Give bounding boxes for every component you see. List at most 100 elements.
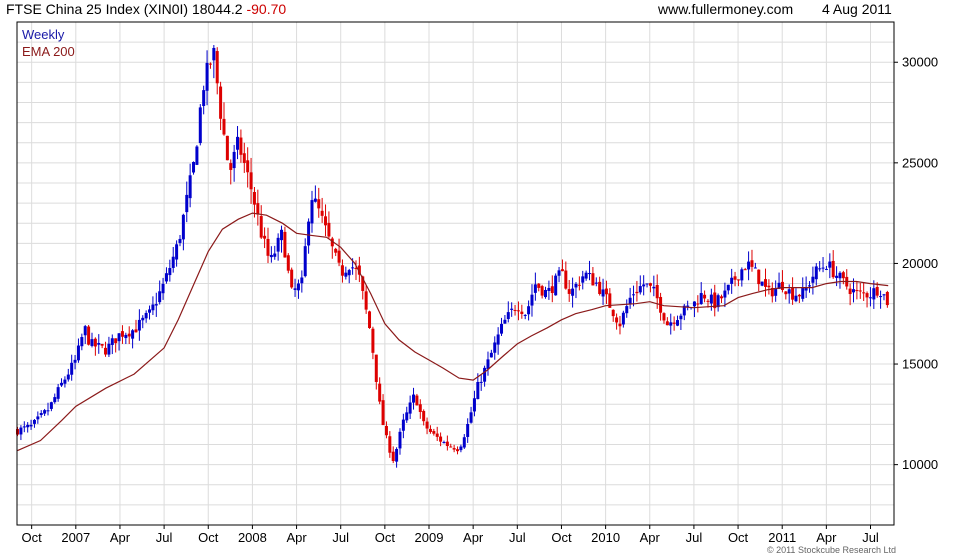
candle-body [564, 270, 568, 289]
candle-body [22, 426, 26, 428]
candle-body [838, 272, 842, 279]
candle-body [263, 235, 267, 239]
candle-body [574, 283, 578, 288]
candle-body [483, 367, 487, 382]
candle-body [398, 431, 402, 449]
candle-body [202, 90, 206, 106]
candle-body [699, 293, 703, 305]
candle-body [381, 400, 385, 426]
candle-body [882, 294, 886, 296]
candle-body [39, 413, 43, 416]
candle-body [642, 284, 646, 287]
candle-body [611, 309, 615, 317]
candle-body [259, 216, 263, 238]
candle-body [361, 276, 365, 291]
candle-body [676, 320, 680, 326]
candle-body [764, 279, 768, 287]
candle-body [293, 288, 297, 290]
candle-body [73, 359, 77, 363]
plot-frame [16, 21, 895, 526]
candle-body [750, 260, 754, 267]
candle-body [442, 442, 446, 444]
candle-body [205, 62, 209, 91]
candle-body [557, 270, 561, 276]
y-tick-label: 15000 [902, 357, 938, 372]
x-tick-label: Oct [198, 530, 219, 545]
x-tick-label: Apr [816, 530, 837, 545]
candle-body [154, 304, 158, 306]
candle-body [648, 283, 652, 286]
candle-body [144, 312, 148, 319]
ema-200-line [17, 212, 889, 452]
candle-body [632, 294, 636, 296]
candle-body [428, 428, 432, 432]
candle-body [212, 47, 216, 61]
candle-body [537, 283, 541, 288]
candle-body [581, 276, 585, 283]
candle-body [60, 382, 64, 386]
candle-body [655, 285, 659, 299]
candle-body [368, 311, 372, 329]
candle-body [53, 397, 57, 403]
candle-body [588, 273, 592, 275]
candle-body [703, 294, 707, 299]
x-tick-label: Jul [862, 530, 879, 545]
candle-body [351, 267, 355, 269]
candle-body [824, 268, 828, 270]
candle-body [236, 136, 240, 150]
candle-body [808, 285, 812, 287]
candle-body [225, 135, 229, 161]
candle-body [804, 287, 808, 291]
legend-weekly: Weekly [22, 27, 65, 42]
chart-title: FTSE China 25 Index (XIN0I) 18044.2 -90.… [6, 1, 286, 17]
candle-body [374, 354, 378, 382]
candle-body [36, 416, 40, 420]
candle-body [510, 308, 514, 310]
candle-body [858, 290, 862, 292]
candle-body [723, 290, 727, 298]
candle-body [594, 282, 598, 284]
candle-body [591, 273, 595, 286]
candle-body [469, 412, 473, 423]
candle-body [280, 229, 284, 241]
candle-body [334, 248, 338, 253]
candle-body [327, 222, 331, 237]
candle-body [371, 328, 375, 353]
candle-body [32, 419, 36, 424]
candle-body [330, 238, 334, 247]
candle-body [195, 146, 199, 165]
candle-body [137, 319, 141, 331]
y-tick-label: 30000 [902, 55, 938, 70]
candle-body [466, 424, 470, 437]
candle-body [696, 303, 700, 305]
candle-body [401, 419, 405, 431]
candle-body [80, 337, 84, 347]
candle-body [872, 288, 876, 300]
chart-date: 4 Aug 2011 [822, 1, 892, 17]
candle-body [686, 305, 690, 307]
candle-body [747, 261, 751, 270]
x-tick-label: Apr [640, 530, 661, 545]
candle-body [503, 319, 507, 324]
candle-body [736, 279, 740, 281]
candle-body [527, 306, 531, 315]
candle-body [114, 338, 118, 344]
candle-body [774, 288, 778, 296]
candle-body [625, 306, 629, 314]
candle-body [388, 436, 392, 453]
candle-body [422, 410, 426, 422]
candle-body [418, 404, 422, 413]
candle-body [760, 281, 764, 286]
candle-body [449, 446, 453, 448]
candle-body [452, 448, 456, 450]
candle-body [554, 275, 558, 296]
candle-body [90, 339, 94, 346]
candle-body [577, 284, 581, 286]
candle-body [232, 151, 236, 169]
candle-body [249, 172, 253, 190]
candle-body [192, 161, 196, 173]
candle-body [357, 265, 361, 275]
candle-body [171, 256, 175, 268]
index-name: FTSE China 25 Index (XIN0I) [6, 1, 189, 17]
